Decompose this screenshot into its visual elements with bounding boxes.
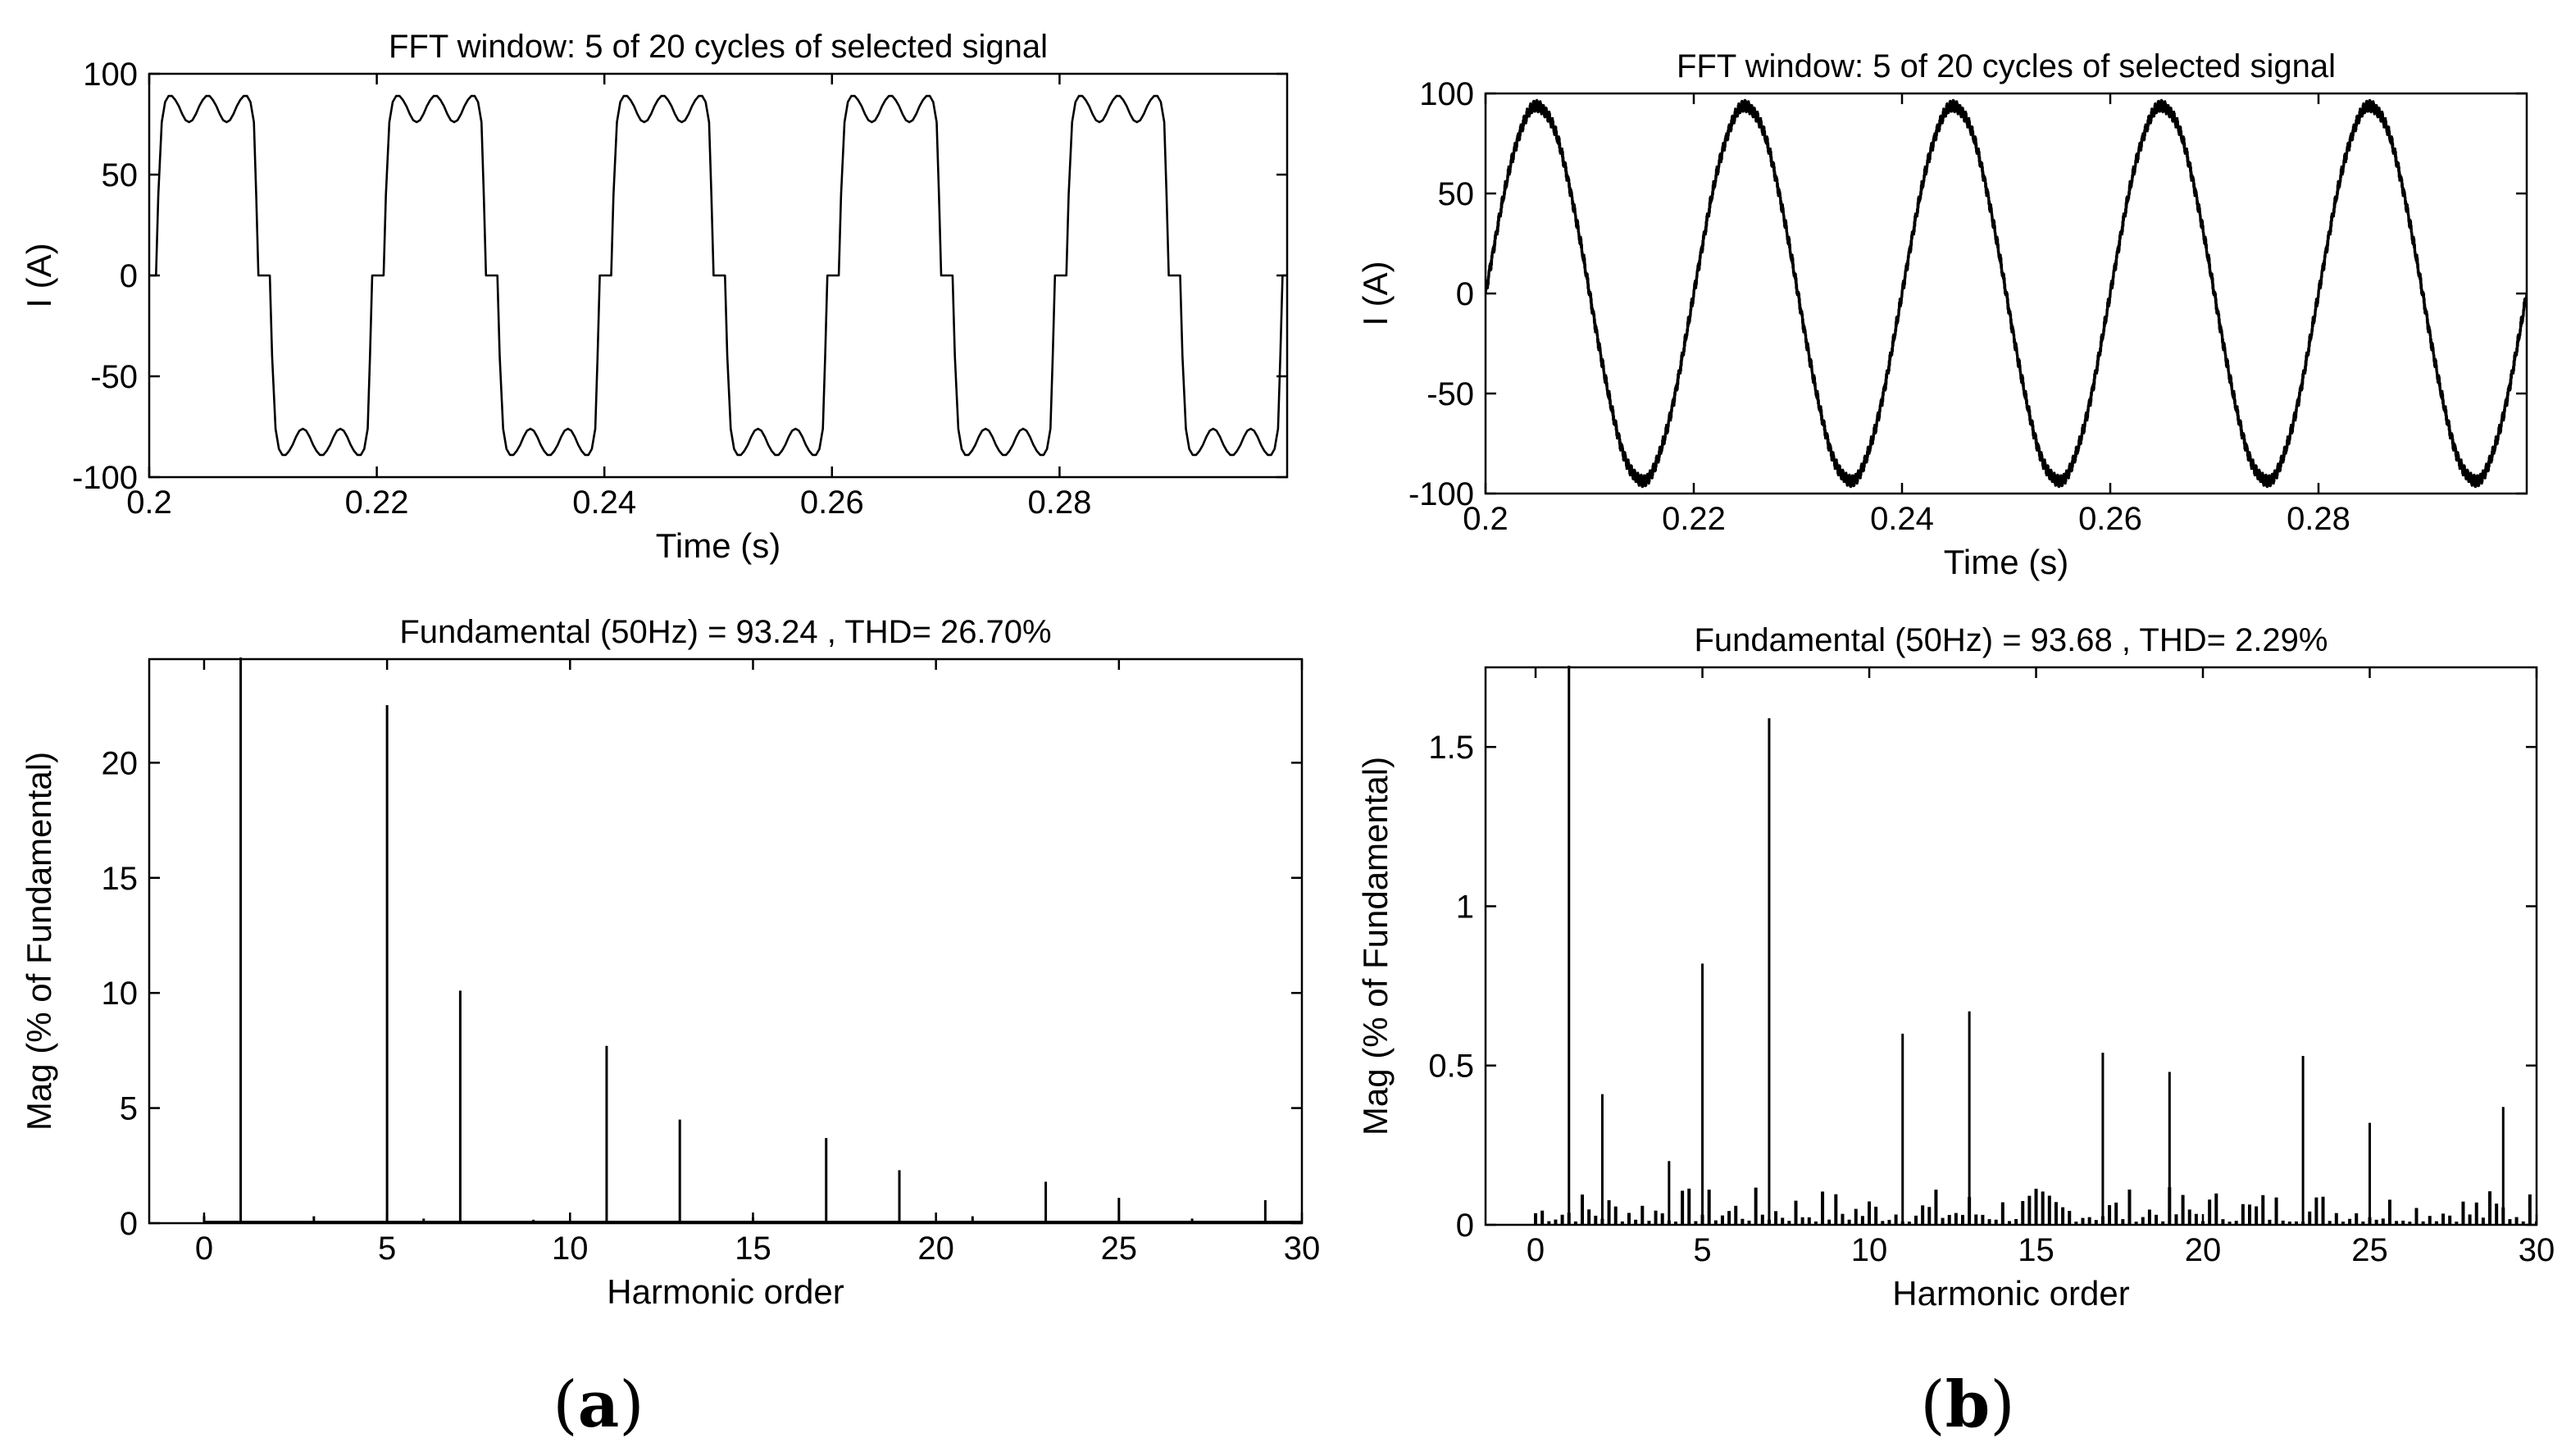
y-tick-label: 10 bbox=[102, 976, 139, 1012]
x-tick-label: 0.22 bbox=[1662, 501, 1726, 537]
x-tick-label: 10 bbox=[1851, 1232, 1888, 1268]
y-tick-label: 20 bbox=[102, 745, 139, 781]
plot-area bbox=[149, 94, 1287, 457]
panel-b-harmonic-spectrum-chart: 0 5 10 15 20 25 30 0 0.5 1 1.5 Fundamental (50Hz) =… bbox=[1356, 622, 2555, 1313]
chart-title: Fundamental (50Hz) = 93.24 , THD= 26.70% bbox=[399, 614, 1051, 650]
x-axis-label: Harmonic order bbox=[1892, 1274, 2129, 1313]
y-tick-label: 0 bbox=[1456, 276, 1474, 312]
x-tick-label: 0.2 bbox=[1463, 501, 1508, 537]
x-tick-label: 0.24 bbox=[1870, 501, 1934, 537]
x-tick-label: 15 bbox=[2018, 1232, 2055, 1268]
panel-a-harmonic-spectrum-chart: 0 5 10 15 20 25 30 0 5 10 15 20 Fundamental (50Hz) =… bbox=[20, 614, 1320, 1311]
y-tick-label: 1.5 bbox=[1428, 730, 1474, 766]
y-tick-label: 5 bbox=[120, 1091, 138, 1127]
x-axis-label: Harmonic order bbox=[607, 1272, 844, 1311]
y-tick-label: -100 bbox=[72, 460, 138, 496]
x-tick-label: 25 bbox=[1101, 1231, 1138, 1267]
axes-box bbox=[148, 657, 1304, 1225]
x-tick-label: 0.26 bbox=[800, 485, 864, 521]
x-tick-label: 30 bbox=[2519, 1232, 2555, 1268]
y-tick-label: 0 bbox=[1456, 1208, 1474, 1244]
panel-b-label: (b) bbox=[1920, 1367, 2014, 1442]
series-line bbox=[1486, 98, 2527, 489]
x-tick-label: 30 bbox=[1284, 1231, 1321, 1267]
y-tick-label: 50 bbox=[1438, 176, 1475, 212]
y-tick-label: 1 bbox=[1456, 889, 1474, 925]
plot-area bbox=[1534, 666, 2537, 1225]
panel-a-label: (a) bbox=[553, 1367, 644, 1442]
x-tick-label: 0.22 bbox=[345, 485, 409, 521]
x-tick-label: 5 bbox=[378, 1231, 396, 1267]
y-tick-label: 50 bbox=[102, 157, 139, 193]
chart-title: FFT window: 5 of 20 cycles of selected s… bbox=[1677, 48, 2336, 84]
y-axis-label: I (A) bbox=[20, 243, 58, 307]
panel-b-time-domain-chart: 0.2 0.22 0.24 0.26 0.28 100 50 0 -50 -100 FFT wind… bbox=[1356, 48, 2528, 581]
x-tick-label: 10 bbox=[552, 1231, 589, 1267]
series-line bbox=[149, 94, 1287, 457]
x-tick-label: 0 bbox=[195, 1231, 213, 1267]
y-tick-label: 0.5 bbox=[1428, 1049, 1474, 1085]
y-tick-label: -50 bbox=[1427, 376, 1474, 412]
axes-box bbox=[1484, 666, 2538, 1226]
x-tick-label: 20 bbox=[2185, 1232, 2222, 1268]
y-axis-label: Mag (% of Fundamental) bbox=[1356, 757, 1395, 1135]
x-tick-label: 0.2 bbox=[126, 485, 172, 521]
y-tick-label: -100 bbox=[1408, 476, 1474, 512]
y-axis-label: Mag (% of Fundamental) bbox=[20, 752, 58, 1131]
x-tick-label: 0.28 bbox=[1027, 485, 1091, 521]
plot-area bbox=[1486, 98, 2527, 489]
y-tick-label: -50 bbox=[90, 359, 138, 395]
x-tick-label: 0 bbox=[1527, 1232, 1545, 1268]
x-tick-label: 5 bbox=[1693, 1232, 1711, 1268]
y-tick-label: 100 bbox=[83, 57, 138, 93]
chart-title: Fundamental (50Hz) = 93.68 , THD= 2.29% bbox=[1694, 622, 2328, 658]
x-tick-label: 25 bbox=[2351, 1232, 2388, 1268]
y-tick-label: 0 bbox=[120, 1206, 138, 1242]
y-tick-label: 100 bbox=[1419, 76, 1474, 112]
x-tick-label: 20 bbox=[917, 1231, 954, 1267]
chart-title: FFT window: 5 of 20 cycles of selected s… bbox=[389, 29, 1048, 65]
x-axis-label: Time (s) bbox=[1944, 543, 2068, 581]
x-tick-label: 0.28 bbox=[2287, 501, 2350, 537]
x-tick-label: 0.24 bbox=[572, 485, 636, 521]
y-axis-label: I (A) bbox=[1356, 261, 1395, 325]
x-axis-label: Time (s) bbox=[656, 526, 780, 565]
y-tick-label: 15 bbox=[102, 861, 139, 897]
plot-area bbox=[202, 657, 1302, 1223]
panel-a-time-domain-chart: 0.2 0.22 0.24 0.26 0.28 100 50 0 -50 -100 FFT wind… bbox=[20, 29, 1289, 565]
x-tick-label: 0.26 bbox=[2078, 501, 2142, 537]
x-tick-label: 15 bbox=[735, 1231, 771, 1267]
y-tick-label: 0 bbox=[120, 258, 138, 294]
